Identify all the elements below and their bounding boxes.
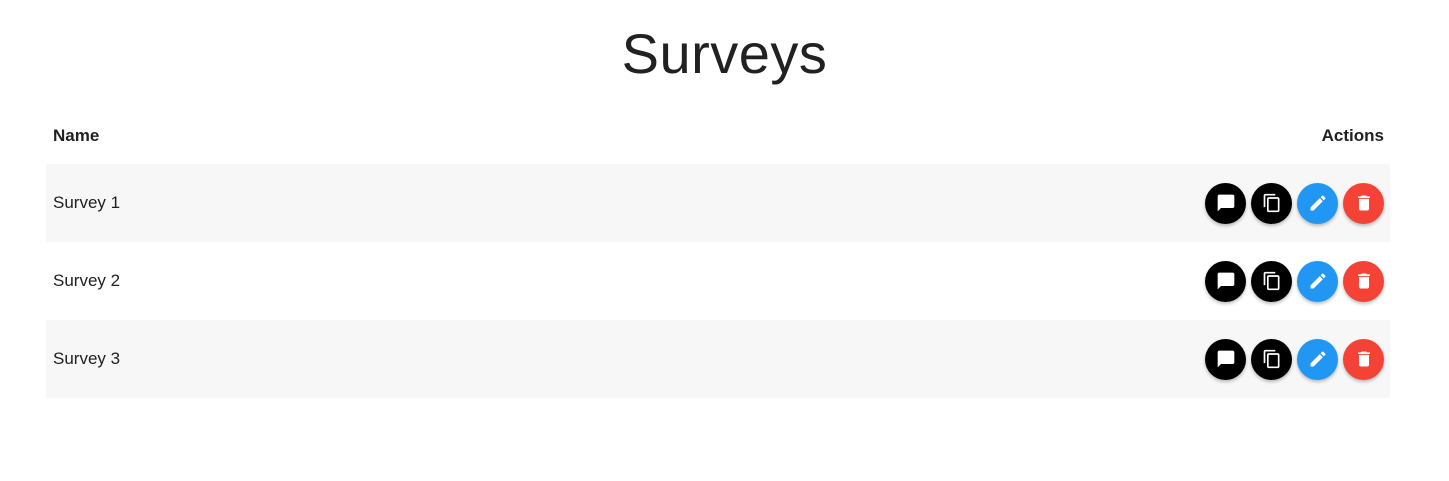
row-actions	[1205, 338, 1384, 380]
comment-icon	[1217, 272, 1234, 290]
survey-name: Survey 1	[53, 193, 121, 212]
row-actions	[1205, 182, 1384, 224]
column-header-actions: Actions	[1321, 126, 1384, 145]
pencil-icon	[1310, 273, 1326, 289]
delete-button[interactable]	[1343, 182, 1384, 224]
page-title: Surveys	[621, 22, 828, 85]
surveys-table: Name Actions Survey 1 Survey 2	[46, 108, 1390, 398]
comment-icon	[1217, 350, 1234, 368]
trash-icon	[1357, 273, 1370, 289]
duplicate-button[interactable]	[1251, 338, 1292, 380]
table-row: Survey 1	[46, 164, 1390, 242]
responses-button[interactable]	[1205, 260, 1246, 302]
table-row: Survey 2	[46, 242, 1390, 320]
copy-icon	[1263, 193, 1279, 213]
copy-icon	[1263, 349, 1279, 369]
column-header-name: Name	[53, 126, 100, 145]
trash-icon	[1357, 195, 1370, 211]
pencil-icon	[1310, 195, 1326, 211]
duplicate-button[interactable]	[1251, 260, 1292, 302]
edit-button[interactable]	[1297, 182, 1338, 224]
survey-name: Survey 2	[53, 271, 121, 290]
table-row: Survey 3	[46, 320, 1390, 398]
responses-button[interactable]	[1205, 338, 1246, 380]
survey-name: Survey 3	[53, 349, 121, 368]
edit-button[interactable]	[1297, 260, 1338, 302]
table-header: Name Actions	[46, 108, 1390, 164]
trash-icon	[1357, 351, 1370, 367]
duplicate-button[interactable]	[1251, 182, 1292, 224]
comment-icon	[1217, 194, 1234, 212]
delete-button[interactable]	[1343, 260, 1384, 302]
delete-button[interactable]	[1343, 338, 1384, 380]
edit-button[interactable]	[1297, 338, 1338, 380]
responses-button[interactable]	[1205, 182, 1246, 224]
pencil-icon	[1310, 351, 1326, 367]
row-actions	[1205, 260, 1384, 302]
copy-icon	[1263, 271, 1279, 291]
